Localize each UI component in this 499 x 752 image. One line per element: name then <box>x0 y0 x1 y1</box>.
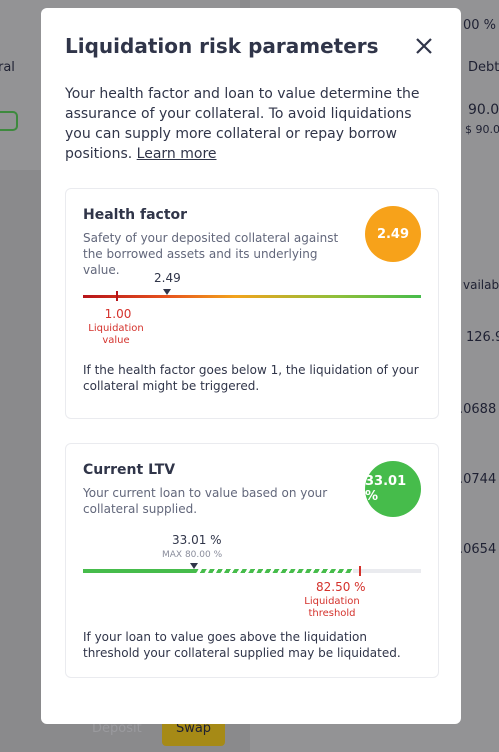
health-badge: 2.49 <box>365 206 421 262</box>
ltv-bar-fill <box>83 569 194 573</box>
bg-text: 00 % <box>463 18 497 33</box>
health-factor-card: Health factor Safety of your deposited c… <box>65 188 439 419</box>
bg-text: .0654 <box>459 542 497 557</box>
bg-text: .0744 <box>459 472 497 487</box>
bg-text: ral <box>0 60 15 75</box>
card-description: Safety of your deposited collateral agai… <box>83 231 339 277</box>
card-description: Your current loan to value based on your… <box>83 486 328 516</box>
card-title: Current LTV <box>83 462 176 478</box>
ltv-bar-hatch <box>194 569 353 573</box>
marker <box>190 563 198 569</box>
threshold-value: 1.00 <box>104 307 132 321</box>
close-button[interactable] <box>415 37 433 55</box>
threshold-tick <box>359 566 361 576</box>
health-bar <box>83 295 421 298</box>
bg-text: $ 90.0 <box>465 123 499 136</box>
bg-text: .0688 <box>459 402 497 417</box>
bg-toggle <box>0 111 18 131</box>
modal: Liquidation risk parameters Your health … <box>41 8 461 724</box>
marker-label: 2.49 <box>154 271 181 285</box>
card-title: Health factor <box>83 207 188 223</box>
intro: Your health factor and loan to value det… <box>65 84 437 164</box>
threshold-label: Liquidation value <box>88 323 144 346</box>
bg-text: vailable <box>463 278 499 292</box>
bg-text: 90.0 <box>468 102 499 118</box>
bg-text: 126.9 <box>466 330 499 345</box>
modal-title: Liquidation risk parameters <box>65 34 379 58</box>
ltv-badge: 33.01 % <box>365 461 421 517</box>
bg-button: Deposit <box>92 721 142 736</box>
threshold-value: 82.50 % <box>316 580 366 594</box>
card-note: If the health factor goes below 1, the l… <box>83 363 419 393</box>
marker <box>163 289 171 295</box>
learn-more-link[interactable]: Learn more <box>136 146 217 162</box>
threshold-tick <box>116 291 118 301</box>
marker-label: 33.01 % <box>172 533 222 547</box>
max-label: MAX 80.00 % <box>162 550 223 560</box>
threshold-label: Liquidation threshold <box>304 596 360 619</box>
ltv-card: Current LTV Your current loan to value b… <box>65 443 439 678</box>
intro-text: Your health factor and loan to value det… <box>65 86 420 162</box>
bg-text: Debt <box>468 60 499 75</box>
card-note: If your loan to value goes above the liq… <box>83 630 401 660</box>
